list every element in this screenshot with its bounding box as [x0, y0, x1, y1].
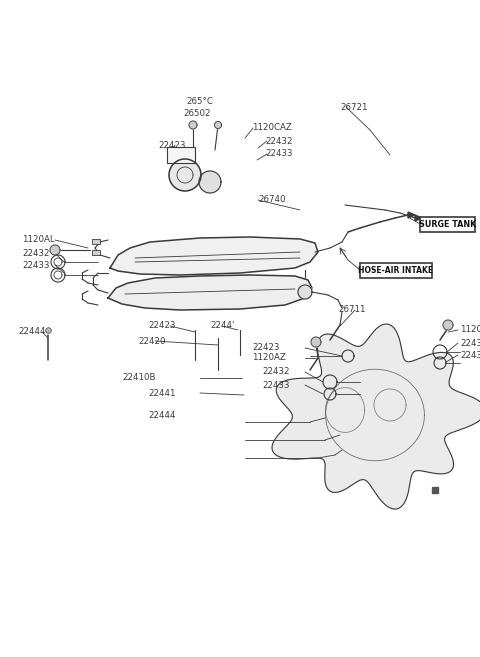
Text: 22432: 22432 — [262, 367, 289, 376]
Text: 22420: 22420 — [138, 336, 166, 346]
Text: 26721: 26721 — [340, 102, 368, 112]
Polygon shape — [272, 324, 480, 509]
Text: 22433: 22433 — [22, 260, 49, 269]
Text: HOSE-AIR INTAKE: HOSE-AIR INTAKE — [359, 266, 433, 275]
Text: 22423: 22423 — [148, 321, 176, 330]
Text: 22423: 22423 — [158, 141, 185, 150]
FancyBboxPatch shape — [167, 147, 195, 163]
Bar — [420, 217, 475, 232]
Text: 22444: 22444 — [148, 411, 176, 420]
Text: 22433: 22433 — [460, 350, 480, 359]
Text: 22433: 22433 — [265, 150, 292, 158]
Polygon shape — [215, 122, 221, 129]
Text: 22432: 22432 — [265, 137, 292, 145]
Polygon shape — [443, 320, 453, 330]
Polygon shape — [298, 285, 312, 299]
Text: 265°C: 265°C — [186, 97, 213, 106]
Text: 26502: 26502 — [183, 110, 211, 118]
Polygon shape — [189, 121, 197, 129]
Text: 2244': 2244' — [210, 321, 235, 330]
Polygon shape — [199, 171, 221, 193]
Text: 22423: 22423 — [252, 344, 279, 353]
Polygon shape — [169, 159, 201, 191]
Text: 22432: 22432 — [460, 338, 480, 348]
Text: 1120AL: 1120AL — [22, 235, 55, 244]
Text: 22441: 22441 — [148, 388, 176, 397]
Text: 1120AZ: 1120AZ — [252, 353, 286, 363]
Bar — [92, 239, 100, 244]
Polygon shape — [415, 215, 422, 221]
Text: 22432: 22432 — [22, 248, 49, 258]
Polygon shape — [50, 245, 60, 255]
Polygon shape — [108, 275, 312, 310]
Bar — [92, 250, 100, 255]
Text: SURGE TANK: SURGE TANK — [419, 220, 476, 229]
Text: 1120CAZ: 1120CAZ — [252, 124, 292, 133]
Polygon shape — [408, 212, 415, 218]
Text: 22444: 22444 — [18, 327, 46, 336]
Polygon shape — [110, 237, 318, 275]
Bar — [360, 263, 432, 278]
Text: 26740: 26740 — [258, 196, 286, 204]
Text: 26711: 26711 — [338, 306, 365, 315]
Text: 1120AU: 1120AU — [460, 325, 480, 334]
Text: 22433: 22433 — [262, 380, 289, 390]
Polygon shape — [311, 337, 321, 347]
Text: 22410B: 22410B — [122, 373, 156, 382]
